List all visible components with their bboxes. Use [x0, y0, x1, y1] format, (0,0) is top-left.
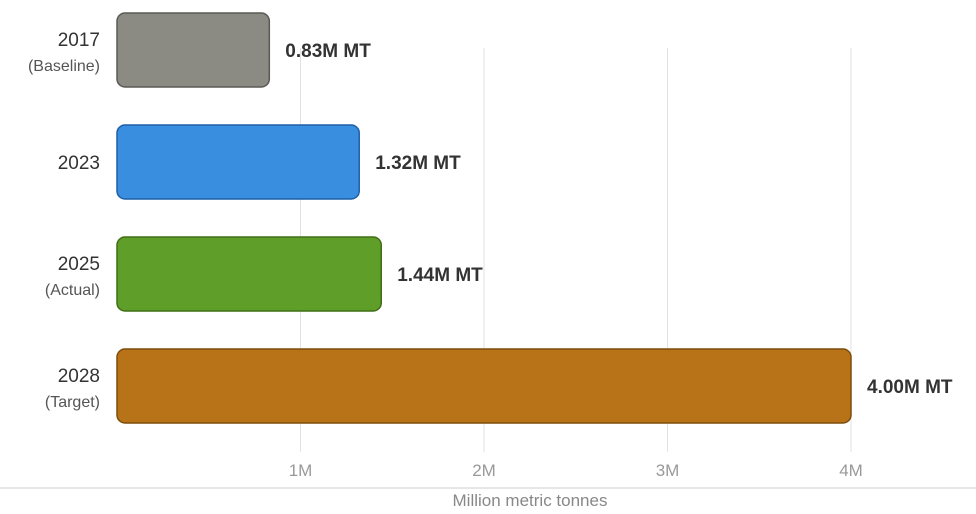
- x-tick-label: 1M: [289, 461, 313, 480]
- x-axis: 1M 2M 3M 4M: [0, 461, 976, 489]
- x-axis-title: Million metric tonnes: [453, 491, 608, 510]
- bars: [116, 12, 852, 424]
- category-sublabel: (Baseline): [28, 58, 100, 75]
- category-label: 2017: [58, 30, 100, 51]
- category-label: 2023: [58, 153, 100, 174]
- x-tick-label: 3M: [656, 461, 680, 480]
- category-labels: 2017 (Baseline) 2023 2025 (Actual) 2028 (Targe…: [28, 30, 100, 411]
- category-label: 2025: [58, 254, 100, 275]
- bar: [116, 348, 852, 424]
- category-sublabel: (Actual): [45, 282, 100, 299]
- bar: [116, 124, 360, 200]
- category-label: 2028: [58, 366, 100, 387]
- x-tick-label: 2M: [472, 461, 496, 480]
- data-label: 1.32M MT: [375, 153, 461, 174]
- category-sublabel: (Target): [45, 394, 100, 411]
- x-tick-label: 4M: [839, 461, 863, 480]
- data-label: 4.00M MT: [867, 377, 953, 398]
- data-label: 0.83M MT: [285, 41, 371, 62]
- value-labels: 0.83M MT 1.32M MT 1.44M MT 4.00M MT: [285, 41, 953, 398]
- bar: [116, 12, 271, 88]
- bar: [116, 236, 382, 312]
- data-label: 1.44M MT: [397, 265, 483, 286]
